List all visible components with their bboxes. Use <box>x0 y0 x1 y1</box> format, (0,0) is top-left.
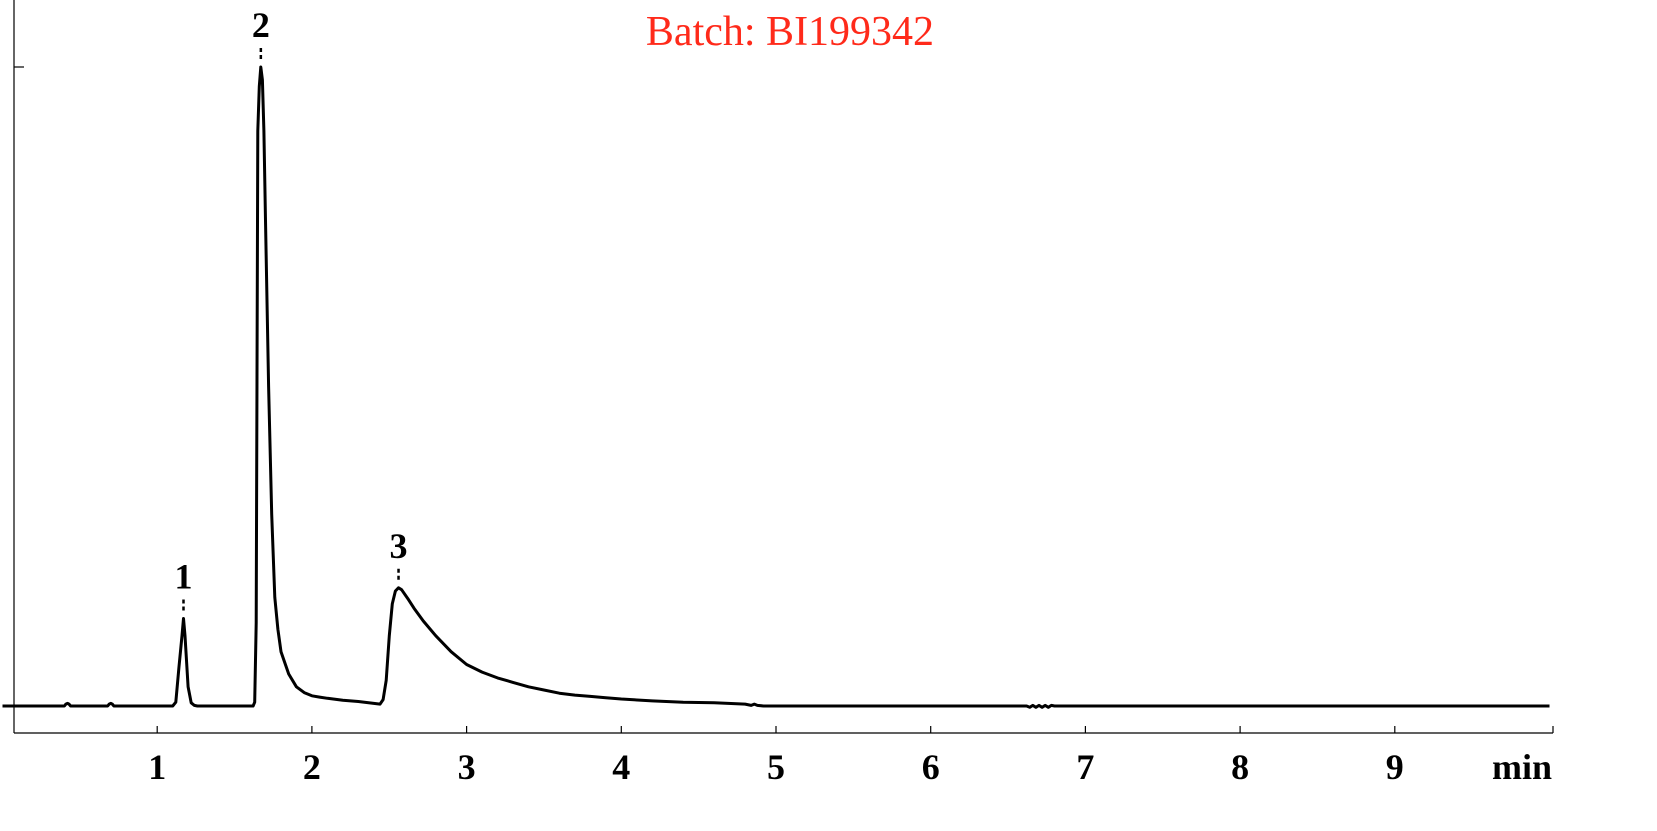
chromatogram-trace <box>2 65 1550 709</box>
x-axis-unit-label: min <box>1492 747 1552 787</box>
x-tick-label-5: 5 <box>767 747 785 787</box>
peak-label-3: 3 <box>390 526 408 566</box>
x-tick-label-1: 1 <box>148 747 166 787</box>
batch-annotation: Batch: BI199342 <box>646 9 934 55</box>
peak-labels: 1 2 3 <box>174 5 408 611</box>
x-tick-label-3: 3 <box>458 747 476 787</box>
x-tick-label-2: 2 <box>303 747 321 787</box>
x-tick-label-8: 8 <box>1231 747 1249 787</box>
x-tick-label-6: 6 <box>922 747 940 787</box>
peak-label-1: 1 <box>174 556 192 596</box>
x-tick-label-4: 4 <box>612 747 630 787</box>
x-axis-ticks: 1 2 3 4 5 6 7 8 9 <box>148 726 1554 787</box>
x-tick-label-9: 9 <box>1386 747 1404 787</box>
x-tick-label-7: 7 <box>1076 747 1094 787</box>
peak-label-2: 2 <box>252 5 270 45</box>
